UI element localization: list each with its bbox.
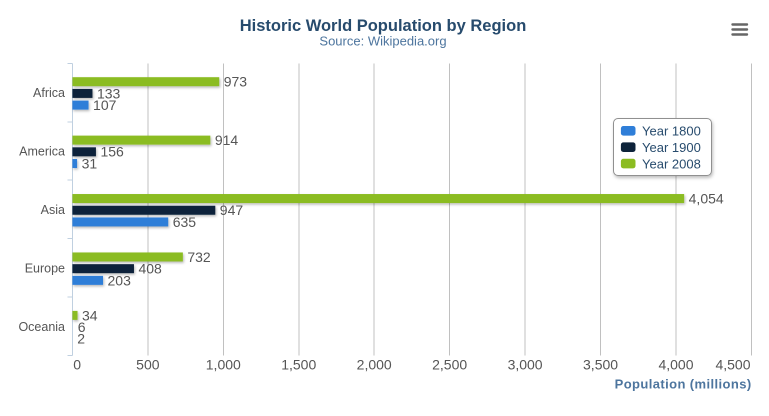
svg-text:156: 156 bbox=[100, 144, 124, 160]
svg-text:973: 973 bbox=[224, 74, 248, 90]
svg-text:635: 635 bbox=[173, 214, 197, 230]
svg-text:947: 947 bbox=[220, 202, 244, 218]
svg-text:408: 408 bbox=[138, 261, 162, 277]
svg-text:Asia: Asia bbox=[41, 203, 65, 217]
svg-text:4,500: 4,500 bbox=[715, 357, 750, 373]
svg-text:1,500: 1,500 bbox=[281, 357, 316, 373]
svg-text:6: 6 bbox=[78, 319, 86, 335]
svg-text:914: 914 bbox=[215, 132, 239, 148]
svg-text:Population (millions): Population (millions) bbox=[615, 376, 752, 391]
svg-text:107: 107 bbox=[93, 97, 117, 113]
svg-text:4,054: 4,054 bbox=[689, 190, 724, 206]
svg-text:3,000: 3,000 bbox=[508, 357, 543, 373]
svg-text:34: 34 bbox=[82, 307, 98, 323]
svg-text:2,500: 2,500 bbox=[432, 357, 467, 373]
svg-text:Historic World Population by R: Historic World Population by Region bbox=[240, 17, 527, 35]
svg-text:133: 133 bbox=[97, 85, 121, 101]
svg-text:732: 732 bbox=[187, 249, 211, 265]
svg-text:Oceania: Oceania bbox=[18, 320, 65, 334]
svg-text:0: 0 bbox=[73, 357, 81, 373]
svg-text:203: 203 bbox=[108, 272, 132, 288]
svg-text:3,500: 3,500 bbox=[583, 357, 618, 373]
svg-text:Africa: Africa bbox=[33, 86, 65, 100]
svg-text:2,000: 2,000 bbox=[357, 357, 392, 373]
svg-text:2: 2 bbox=[77, 331, 85, 347]
svg-text:Europe: Europe bbox=[25, 261, 65, 275]
svg-text:Year 1900: Year 1900 bbox=[642, 140, 701, 155]
svg-text:500: 500 bbox=[136, 357, 160, 373]
svg-text:Year 1800: Year 1800 bbox=[642, 124, 701, 139]
svg-text:1,000: 1,000 bbox=[206, 357, 241, 373]
svg-text:America: America bbox=[19, 145, 65, 159]
svg-text:Source: Wikipedia.org: Source: Wikipedia.org bbox=[319, 34, 446, 49]
svg-text:4,000: 4,000 bbox=[658, 357, 693, 373]
svg-text:31: 31 bbox=[82, 155, 98, 171]
svg-text:Year 2008: Year 2008 bbox=[642, 156, 701, 171]
